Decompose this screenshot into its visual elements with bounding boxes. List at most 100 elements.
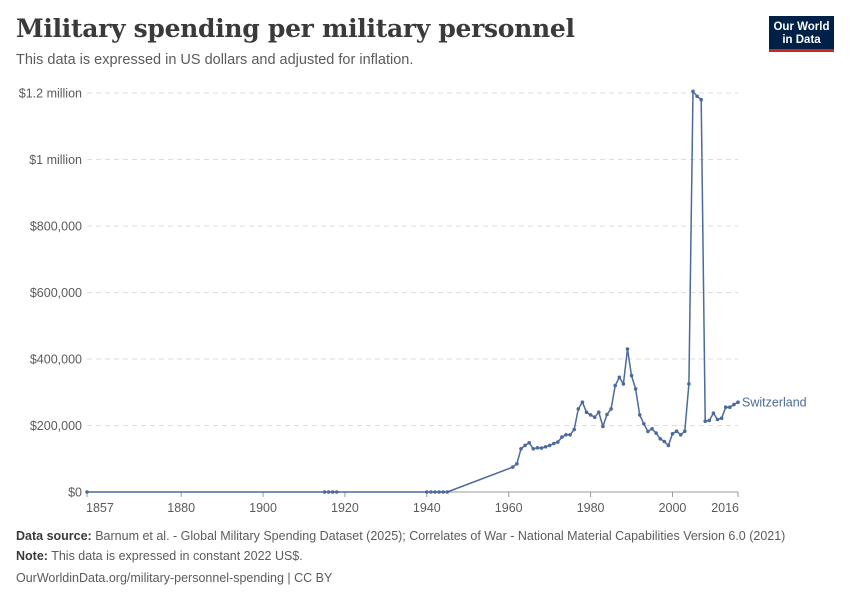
- data-source-label: Data source:: [16, 529, 92, 543]
- data-point[interactable]: [723, 405, 728, 410]
- x-tick-label: 1900: [249, 501, 277, 515]
- data-point[interactable]: [654, 431, 658, 435]
- logo-line-1: Our World: [773, 21, 830, 33]
- y-tick-label: $400,000: [30, 353, 82, 367]
- data-point[interactable]: [580, 400, 585, 405]
- data-point[interactable]: [527, 441, 531, 445]
- data-point[interactable]: [736, 400, 740, 405]
- data-point[interactable]: [658, 437, 662, 441]
- x-tick-label: 1960: [495, 501, 523, 515]
- data-point[interactable]: [588, 413, 593, 417]
- y-tick-label: $1.2 million: [19, 87, 82, 101]
- data-point[interactable]: [326, 490, 331, 494]
- data-point[interactable]: [605, 412, 609, 417]
- x-tick-label: 1940: [413, 501, 441, 515]
- data-point[interactable]: [441, 490, 446, 494]
- data-point[interactable]: [699, 97, 703, 102]
- series-line-switzerland[interactable]: [87, 90, 739, 493]
- note-label: Note:: [16, 549, 48, 563]
- data-point[interactable]: [335, 490, 339, 494]
- source-url-text: OurWorldinData.org/military-personnel-sp…: [16, 571, 333, 585]
- x-tick-label: 1857: [86, 501, 114, 515]
- series-label[interactable]: Switzerland: [742, 396, 807, 410]
- data-point[interactable]: [715, 417, 720, 422]
- data-point[interactable]: [732, 402, 736, 407]
- data-point[interactable]: [650, 427, 654, 431]
- data-point[interactable]: [728, 405, 732, 410]
- data-point[interactable]: [515, 461, 519, 466]
- x-tick-label: 1880: [167, 501, 195, 515]
- data-point[interactable]: [719, 416, 724, 421]
- data-point[interactable]: [711, 411, 716, 416]
- data-point[interactable]: [597, 410, 601, 415]
- data-point[interactable]: [437, 490, 441, 494]
- data-source-text: Barnum et al. - Global Military Spending…: [95, 529, 786, 543]
- data-point[interactable]: [511, 465, 515, 469]
- data-point[interactable]: [621, 382, 626, 386]
- owid-logo[interactable]: Our World in Data: [769, 16, 834, 52]
- gridlines: [87, 92, 738, 426]
- note: Note: This data is expressed in constant…: [16, 549, 303, 563]
- data-source: Data source: Barnum et al. - Global Mili…: [16, 529, 785, 543]
- data-point[interactable]: [687, 382, 691, 386]
- data-point[interactable]: [625, 347, 630, 351]
- data-point[interactable]: [560, 435, 564, 439]
- data-point[interactable]: [678, 433, 683, 437]
- data-point[interactable]: [85, 490, 89, 494]
- data-point[interactable]: [322, 490, 327, 494]
- y-tick-label: $1 million: [29, 153, 82, 167]
- data-point[interactable]: [637, 413, 642, 417]
- source-url-link[interactable]: OurWorldinData.org/military-personnel-sp…: [16, 571, 332, 585]
- data-point[interactable]: [613, 383, 617, 388]
- data-point[interactable]: [666, 443, 671, 448]
- data-point[interactable]: [646, 429, 650, 434]
- data-point[interactable]: [523, 443, 527, 448]
- data-point[interactable]: [543, 445, 548, 449]
- data-point[interactable]: [330, 490, 335, 494]
- data-point[interactable]: [535, 446, 540, 450]
- y-tick-label: $0: [68, 486, 82, 500]
- x-tick-label: 1920: [331, 501, 359, 515]
- data-point[interactable]: [609, 407, 613, 411]
- x-tick-label: 2016: [711, 501, 739, 515]
- data-point[interactable]: [662, 439, 667, 444]
- data-point[interactable]: [691, 89, 695, 94]
- data-point[interactable]: [519, 447, 523, 451]
- data-point[interactable]: [429, 490, 433, 494]
- data-point[interactable]: [617, 375, 622, 380]
- data-point[interactable]: [683, 429, 687, 434]
- data-point[interactable]: [629, 373, 634, 378]
- data-point[interactable]: [556, 440, 560, 444]
- data-point[interactable]: [642, 422, 646, 426]
- series-group: Switzerland: [85, 89, 807, 494]
- data-point[interactable]: [547, 443, 552, 448]
- data-point[interactable]: [564, 433, 568, 437]
- chart-subtitle: This data is expressed in US dollars and…: [16, 52, 414, 68]
- data-point[interactable]: [433, 490, 437, 494]
- data-point[interactable]: [601, 424, 605, 429]
- data-point[interactable]: [695, 94, 699, 99]
- data-point[interactable]: [572, 427, 576, 432]
- data-point[interactable]: [576, 407, 581, 411]
- data-point[interactable]: [592, 415, 597, 420]
- x-axis: 1857 1880 1900 1920 1940 1960 1980 2000 2016: [86, 491, 739, 515]
- data-point[interactable]: [445, 490, 450, 494]
- data-point[interactable]: [674, 429, 679, 434]
- data-point[interactable]: [703, 419, 707, 424]
- y-tick-label: $800,000: [30, 220, 82, 234]
- y-axis-ticks: $0 $200,000 $400,000 $600,000 $800,000 $1 mil…: [19, 87, 82, 500]
- data-point[interactable]: [670, 432, 675, 436]
- x-tick-label: 2000: [659, 501, 687, 515]
- data-point[interactable]: [531, 447, 536, 451]
- data-point[interactable]: [539, 446, 544, 450]
- data-point[interactable]: [633, 387, 638, 391]
- data-point[interactable]: [425, 490, 429, 494]
- chart-title: Military spending per military personnel: [16, 14, 575, 43]
- y-tick-label: $600,000: [30, 286, 82, 300]
- data-point[interactable]: [707, 418, 712, 423]
- logo-line-2: in Data: [782, 33, 821, 46]
- x-tick-label: 1980: [577, 501, 605, 515]
- data-point[interactable]: [552, 441, 556, 446]
- data-point[interactable]: [584, 410, 589, 415]
- data-point[interactable]: [568, 433, 572, 437]
